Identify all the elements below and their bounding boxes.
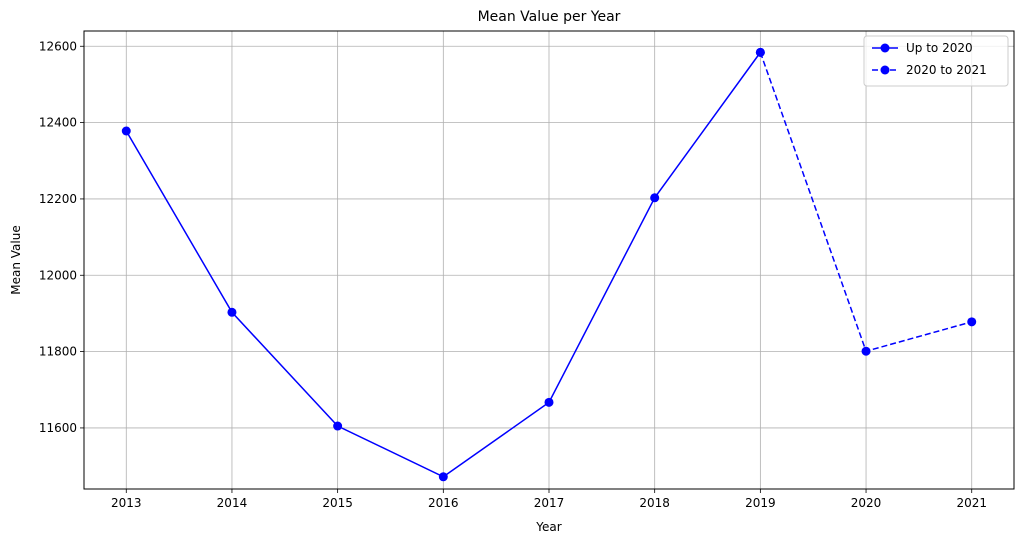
series-group <box>121 47 977 482</box>
y-axis-label: Mean Value <box>9 225 23 294</box>
x-tick-label: 2017 <box>534 496 565 510</box>
chart-title: Mean Value per Year <box>478 9 621 25</box>
x-tick-label: 2014 <box>217 496 248 510</box>
y-tick-label: 12200 <box>39 192 77 206</box>
data-point <box>333 421 343 431</box>
grid <box>84 31 1014 489</box>
y-tick-label: 12600 <box>39 39 77 53</box>
x-tick-label: 2020 <box>851 496 882 510</box>
x-tick-label: 2016 <box>428 496 459 510</box>
data-point <box>227 307 237 317</box>
y-tick-label: 12400 <box>39 116 77 130</box>
y-tick-label: 12000 <box>39 268 77 282</box>
legend-box <box>863 35 1009 87</box>
x-axis-label: Year <box>535 520 561 534</box>
y-tick-label: 11600 <box>39 421 77 435</box>
legend-marker-up-to-2020 <box>880 43 890 53</box>
data-point <box>650 193 660 203</box>
legend-label-up-to-2020: Up to 2020 <box>906 41 973 55</box>
data-point <box>121 126 131 136</box>
legend-label-2020-to-2021: 2020 to 2021 <box>906 63 987 77</box>
y-axis: 11600 11800 12000 12200 12400 12600 <box>39 39 84 435</box>
legend: Up to 2020 2020 to 2021 <box>863 35 1009 87</box>
x-tick-label: 2013 <box>111 496 142 510</box>
data-point <box>438 472 448 482</box>
x-tick-label: 2018 <box>639 496 670 510</box>
x-tick-label: 2019 <box>745 496 776 510</box>
legend-marker-2020-to-2021 <box>880 65 890 75</box>
data-point <box>755 47 765 57</box>
data-point <box>861 346 871 356</box>
x-tick-label: 2021 <box>956 496 987 510</box>
data-point <box>967 317 977 327</box>
y-tick-label: 11800 <box>39 345 77 359</box>
x-axis: 2013 2014 2015 2016 2017 2018 2019 2020 2021 <box>111 489 987 510</box>
x-tick-label: 2015 <box>322 496 353 510</box>
data-point <box>544 397 554 407</box>
